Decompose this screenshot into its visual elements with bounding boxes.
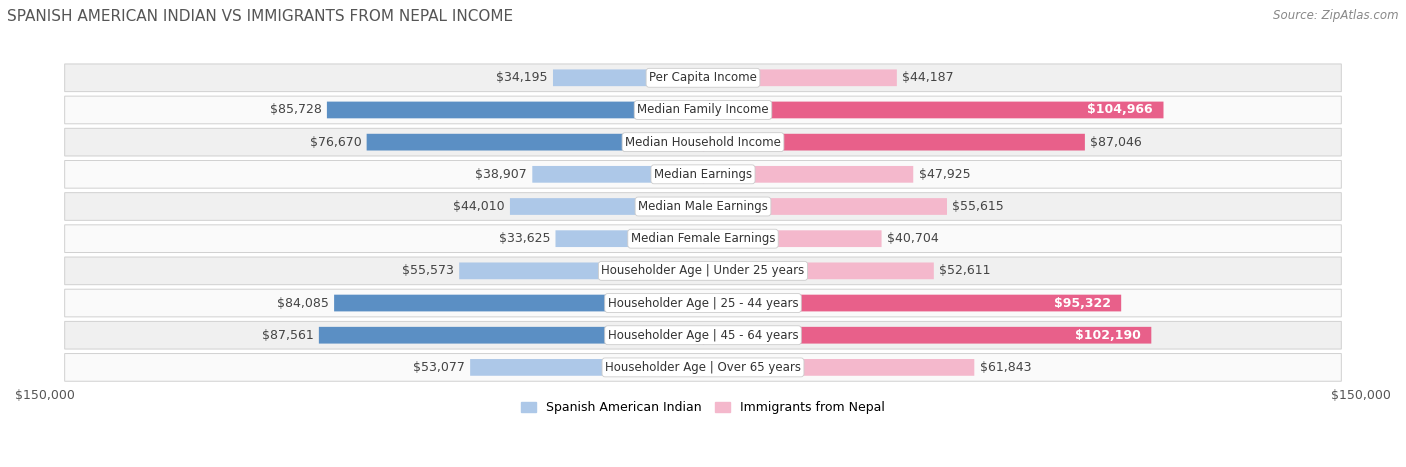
Text: Householder Age | Over 65 years: Householder Age | Over 65 years	[605, 361, 801, 374]
Text: $102,190: $102,190	[1076, 329, 1140, 342]
FancyBboxPatch shape	[703, 295, 1121, 311]
Text: $53,077: $53,077	[413, 361, 465, 374]
FancyBboxPatch shape	[703, 70, 897, 86]
Text: Median Earnings: Median Earnings	[654, 168, 752, 181]
FancyBboxPatch shape	[555, 230, 703, 247]
FancyBboxPatch shape	[65, 321, 1341, 349]
FancyBboxPatch shape	[460, 262, 703, 279]
Text: $44,187: $44,187	[903, 71, 953, 84]
Text: Median Male Earnings: Median Male Earnings	[638, 200, 768, 213]
Legend: Spanish American Indian, Immigrants from Nepal: Spanish American Indian, Immigrants from…	[516, 396, 890, 419]
FancyBboxPatch shape	[65, 225, 1341, 253]
Text: Householder Age | 25 - 44 years: Householder Age | 25 - 44 years	[607, 297, 799, 310]
Text: $55,615: $55,615	[952, 200, 1004, 213]
Text: $104,966: $104,966	[1087, 104, 1153, 116]
Text: Median Female Earnings: Median Female Earnings	[631, 232, 775, 245]
Text: Householder Age | Under 25 years: Householder Age | Under 25 years	[602, 264, 804, 277]
FancyBboxPatch shape	[703, 166, 914, 183]
FancyBboxPatch shape	[510, 198, 703, 215]
FancyBboxPatch shape	[470, 359, 703, 376]
Text: Per Capita Income: Per Capita Income	[650, 71, 756, 84]
FancyBboxPatch shape	[703, 134, 1085, 150]
FancyBboxPatch shape	[65, 354, 1341, 381]
Text: $33,625: $33,625	[499, 232, 550, 245]
FancyBboxPatch shape	[335, 295, 703, 311]
Text: $38,907: $38,907	[475, 168, 527, 181]
FancyBboxPatch shape	[367, 134, 703, 150]
Text: Median Household Income: Median Household Income	[626, 135, 780, 149]
FancyBboxPatch shape	[703, 262, 934, 279]
Text: $87,561: $87,561	[262, 329, 314, 342]
FancyBboxPatch shape	[65, 161, 1341, 188]
Text: $40,704: $40,704	[887, 232, 939, 245]
Text: $34,195: $34,195	[496, 71, 548, 84]
FancyBboxPatch shape	[553, 70, 703, 86]
Text: $84,085: $84,085	[277, 297, 329, 310]
FancyBboxPatch shape	[65, 96, 1341, 124]
FancyBboxPatch shape	[703, 102, 1164, 118]
FancyBboxPatch shape	[65, 193, 1341, 220]
Text: $44,010: $44,010	[453, 200, 505, 213]
FancyBboxPatch shape	[319, 327, 703, 344]
Text: $95,322: $95,322	[1053, 297, 1111, 310]
FancyBboxPatch shape	[328, 102, 703, 118]
Text: SPANISH AMERICAN INDIAN VS IMMIGRANTS FROM NEPAL INCOME: SPANISH AMERICAN INDIAN VS IMMIGRANTS FR…	[7, 9, 513, 24]
FancyBboxPatch shape	[65, 257, 1341, 285]
Text: $52,611: $52,611	[939, 264, 991, 277]
FancyBboxPatch shape	[533, 166, 703, 183]
Text: $76,670: $76,670	[309, 135, 361, 149]
FancyBboxPatch shape	[703, 230, 882, 247]
Text: Median Family Income: Median Family Income	[637, 104, 769, 116]
Text: Householder Age | 45 - 64 years: Householder Age | 45 - 64 years	[607, 329, 799, 342]
FancyBboxPatch shape	[65, 128, 1341, 156]
Text: $85,728: $85,728	[270, 104, 322, 116]
Text: $87,046: $87,046	[1090, 135, 1142, 149]
FancyBboxPatch shape	[703, 327, 1152, 344]
Text: $61,843: $61,843	[980, 361, 1031, 374]
Text: Source: ZipAtlas.com: Source: ZipAtlas.com	[1274, 9, 1399, 22]
Text: $47,925: $47,925	[918, 168, 970, 181]
Text: $55,573: $55,573	[402, 264, 454, 277]
FancyBboxPatch shape	[703, 359, 974, 376]
FancyBboxPatch shape	[703, 198, 948, 215]
FancyBboxPatch shape	[65, 289, 1341, 317]
FancyBboxPatch shape	[65, 64, 1341, 92]
